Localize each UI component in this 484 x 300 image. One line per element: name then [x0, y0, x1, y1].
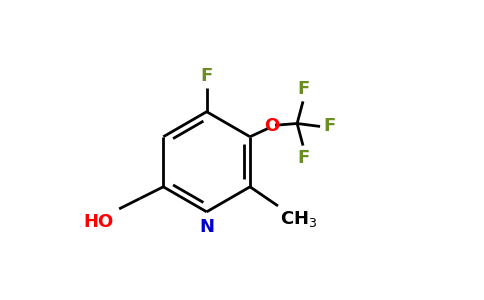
Text: F: F	[297, 80, 309, 98]
Text: O: O	[264, 117, 280, 135]
Text: HO: HO	[83, 213, 113, 231]
Text: N: N	[199, 218, 214, 236]
Text: CH$_3$: CH$_3$	[280, 209, 318, 229]
Text: F: F	[297, 149, 309, 167]
Text: F: F	[324, 117, 336, 135]
Text: F: F	[200, 67, 213, 85]
